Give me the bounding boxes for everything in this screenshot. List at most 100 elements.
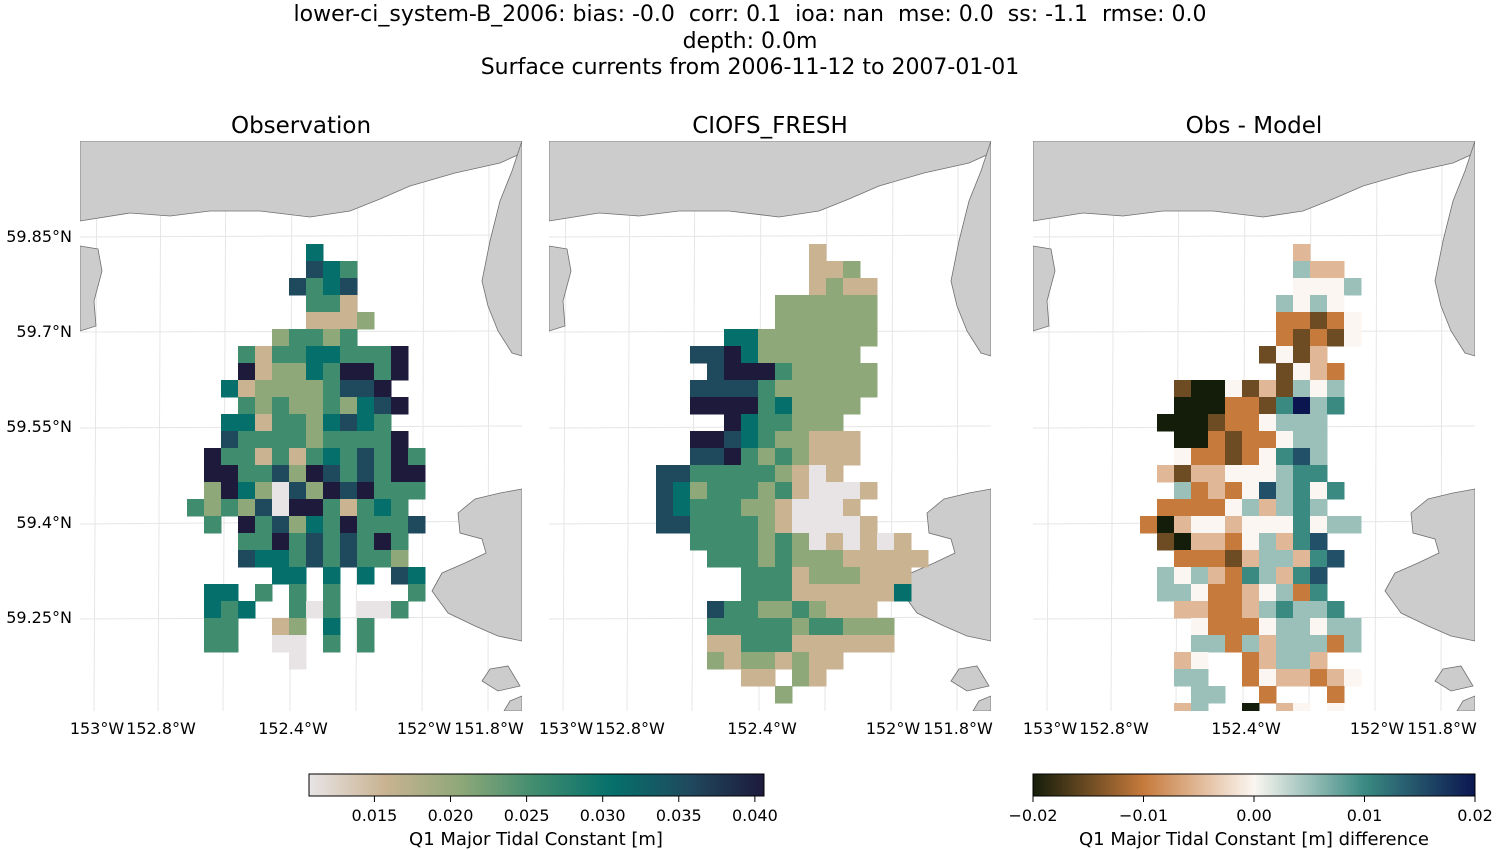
heatmap-cell [289, 346, 307, 364]
heatmap-cell [357, 431, 375, 449]
heatmap-cell [843, 601, 861, 619]
heatmap-cell [391, 516, 409, 534]
heatmap-cell [340, 499, 358, 517]
heatmap-cell [843, 618, 861, 636]
heatmap-cell [1191, 448, 1209, 466]
heatmap-cell [741, 567, 759, 585]
lon-tick-label: 151.8°W [1407, 719, 1477, 738]
heatmap-cell [272, 363, 290, 381]
heatmap-cell [187, 499, 205, 517]
heatmap-cell [1174, 448, 1192, 466]
heatmap-cell [656, 465, 674, 483]
heatmap-cell [707, 652, 725, 670]
heatmap-cell [1242, 567, 1260, 585]
heatmap-cell [1310, 346, 1328, 364]
heatmap-cell [1310, 261, 1328, 279]
heatmap-cell [1310, 584, 1328, 602]
heatmap-cell [255, 397, 273, 415]
land-polygon [1033, 141, 1475, 222]
heatmap-cell [238, 516, 256, 534]
heatmap-cell [1259, 533, 1277, 551]
heatmap-cell [707, 516, 725, 534]
colorbar-tick-label: −0.02 [1008, 806, 1057, 825]
heatmap-cell [1174, 669, 1192, 687]
heatmap-cell [272, 533, 290, 551]
heatmap-cell [306, 516, 324, 534]
heatmap-cell [1327, 380, 1345, 398]
heatmap-cell [255, 363, 273, 381]
heatmap-cell [374, 533, 392, 551]
heatmap-cell [408, 448, 426, 466]
heatmap-cell [1259, 584, 1277, 602]
heatmap-cell [843, 550, 861, 568]
heatmap-cell [1174, 533, 1192, 551]
heatmap-cell [1276, 380, 1294, 398]
heatmap-cell [1191, 499, 1209, 517]
heatmap-cell [1157, 584, 1175, 602]
heatmap-cell [724, 652, 742, 670]
heatmap-cell [1259, 380, 1277, 398]
colorbar-tick-label: 0.040 [732, 806, 778, 825]
heatmap-cell [1310, 669, 1328, 687]
heatmap-cell [1225, 414, 1243, 432]
heatmap-cell [1327, 703, 1345, 711]
heatmap-cell [289, 550, 307, 568]
heatmap-cell [340, 295, 358, 313]
heatmap-cell [1276, 397, 1294, 415]
heatmap-cell [843, 312, 861, 330]
heatmap-cell [1242, 482, 1260, 500]
heatmap-cell [1191, 465, 1209, 483]
heatmap-cell [1259, 414, 1277, 432]
heatmap-cell [323, 312, 341, 330]
heatmap-cell [741, 601, 759, 619]
heatmap-cell [1259, 652, 1277, 670]
colorbar-tick-label: 0.030 [580, 806, 626, 825]
lon-tick-label: 152.4°W [1211, 719, 1281, 738]
heatmap-cell [1225, 618, 1243, 636]
heatmap-cell [809, 516, 827, 534]
colorbar-tick-label: 0.035 [656, 806, 702, 825]
heatmap-cell [758, 567, 776, 585]
heatmap-cell [272, 635, 290, 653]
heatmap-cell [1174, 550, 1192, 568]
heatmap-cell [204, 584, 222, 602]
heatmap-cell [809, 465, 827, 483]
heatmap-cell [1327, 329, 1345, 347]
longitude-tick-labels: 153°W 152.8°W 152.4°W 152°W 151.8°W [70, 719, 524, 738]
heatmap-cell [758, 448, 776, 466]
heatmap-cell [894, 584, 912, 602]
heatmap-cell [775, 363, 793, 381]
heatmap-cell [1242, 516, 1260, 534]
heatmap-cell [1208, 601, 1226, 619]
heatmap-cell [792, 533, 810, 551]
lon-tick-label: 151.8°W [923, 719, 993, 738]
heatmap-cell [775, 652, 793, 670]
heatmap-cell [1276, 601, 1294, 619]
heatmap-cell [673, 482, 691, 500]
heatmap-cell [1242, 584, 1260, 602]
heatmap-cell [792, 312, 810, 330]
heatmap-cell [306, 533, 324, 551]
heatmap-cell [323, 635, 341, 653]
heatmap-cell [391, 465, 409, 483]
heatmap-cell [860, 618, 878, 636]
heatmap-cell [843, 431, 861, 449]
heatmap-cell [775, 516, 793, 534]
heatmap-cell [374, 482, 392, 500]
heatmap-cell [1276, 363, 1294, 381]
heatmap-cell [809, 414, 827, 432]
heatmap-cell [673, 516, 691, 534]
heatmap-cell [1191, 550, 1209, 568]
heatmap-cell [758, 669, 776, 687]
heatmap-cell [1310, 295, 1328, 313]
heatmap-cell [741, 499, 759, 517]
heatmap-cell [272, 431, 290, 449]
heatmap-cell [775, 482, 793, 500]
heatmap-cell [340, 380, 358, 398]
heatmap-cell [221, 601, 239, 619]
lon-tick-label: 151.8°W [454, 719, 524, 738]
heatmap-cell [877, 584, 895, 602]
heatmap-cell [340, 397, 358, 415]
heatmap-cell [408, 465, 426, 483]
colorbar-tick-label: 0.025 [504, 806, 550, 825]
